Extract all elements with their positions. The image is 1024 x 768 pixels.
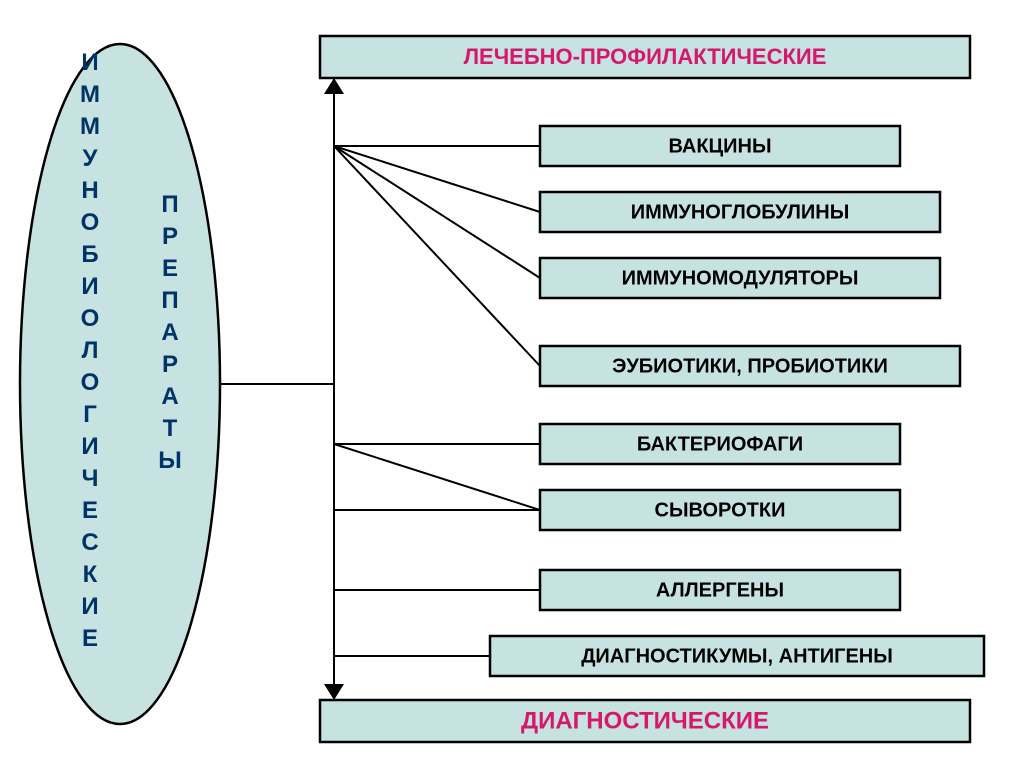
ellipse-word1-char: Л (82, 337, 99, 364)
ellipse-word2-char: П (161, 191, 178, 218)
ellipse-word1-char: Н (81, 177, 98, 204)
ellipse-word2-char: А (161, 319, 178, 346)
ellipse-word2-char: Т (163, 415, 178, 442)
ellipse-word1-char: Г (83, 401, 97, 428)
ellipse-word1-char: С (81, 529, 98, 556)
connector-line-5 (334, 444, 540, 510)
ellipse-word1-char: И (81, 593, 98, 620)
ellipse-word1-char: О (81, 305, 100, 332)
root-ellipse (20, 44, 220, 724)
ellipse-word1-char: Б (81, 241, 98, 268)
ellipse-word1-char: И (81, 273, 98, 300)
item-label-4: БАКТЕРИОФАГИ (637, 433, 803, 455)
ellipse-word1: ИММУНОБИОЛОГИЧЕСКИЕ (80, 49, 100, 652)
item-label-2: ИММУНОМОДУЛЯТОРЫ (622, 267, 859, 289)
ellipse-word1-char: Е (82, 625, 98, 652)
ellipse-word2-char: А (161, 383, 178, 410)
ellipse-word2-char: Р (162, 351, 178, 378)
ellipse-word1-char: Е (82, 497, 98, 524)
ellipse-word2-char: Р (162, 223, 178, 250)
ellipse-word1-char: М (80, 113, 100, 140)
item-label-5: СЫВОРОТКИ (655, 499, 786, 521)
ellipse-word1-char: И (81, 49, 98, 76)
item-label-3: ЭУБИОТИКИ, ПРОБИОТИКИ (612, 355, 888, 377)
ellipse-word1-char: К (83, 561, 98, 588)
item-label-1: ИММУНОГЛОБУЛИНЫ (631, 201, 850, 223)
ellipse-word2-char: Е (162, 255, 178, 282)
bottom-category-label: ДИАГНОСТИЧЕСКИЕ (521, 707, 769, 734)
arrow-down-icon (324, 684, 344, 700)
diagram-canvas: ИММУНОБИОЛОГИЧЕСКИЕПРЕПАРАТЫЛЕЧЕБНО-ПРОФ… (0, 0, 1024, 768)
ellipse-word1-char: У (83, 145, 99, 172)
ellipse-word2-char: П (161, 287, 178, 314)
ellipse-word1-char: О (81, 209, 100, 236)
item-label-0: ВАКЦИНЫ (668, 135, 771, 157)
ellipse-word2-char: Ы (158, 447, 182, 474)
ellipse-word1-char: М (80, 81, 100, 108)
item-label-7: ДИАГНОСТИКУМЫ, АНТИГЕНЫ (581, 645, 893, 667)
item-label-6: АЛЛЕРГЕНЫ (656, 579, 784, 601)
ellipse-word1-char: Ч (82, 465, 99, 492)
ellipse-word1-char: И (81, 433, 98, 460)
top-category-label: ЛЕЧЕБНО-ПРОФИЛАКТИЧЕСКИЕ (464, 44, 827, 69)
arrow-up-icon (324, 78, 344, 94)
ellipse-word1-char: О (81, 369, 100, 396)
connector-line-2 (334, 146, 540, 278)
